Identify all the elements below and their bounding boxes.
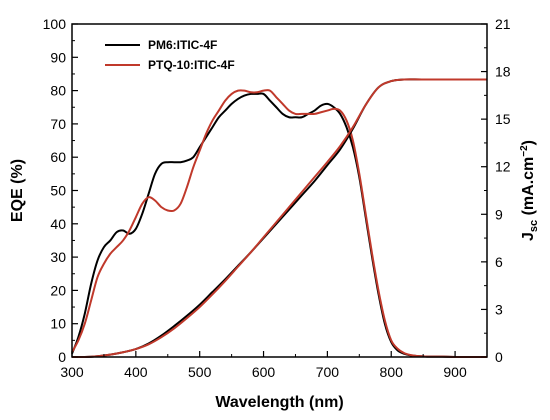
y-right-tick-label: 6: [495, 254, 503, 270]
series-line-3: [71, 78, 487, 359]
ticks-layer: 300 400 500 600 700 800 9000102030405060708090…: [43, 16, 511, 380]
series-line-0: [71, 92, 488, 359]
y-left-tick-label: 70: [50, 116, 66, 132]
y-right-tick-label: 15: [495, 111, 511, 127]
y-left-tick-label: 0: [58, 349, 66, 365]
x-axis-label: Wavelength (nm): [215, 394, 343, 411]
x-tick-label: 600: [252, 364, 276, 380]
y-left-tick-label: 80: [50, 83, 66, 99]
y-left-tick-label: 60: [50, 149, 66, 165]
y-right-tick-label: 3: [495, 301, 503, 317]
y-right-tick-label: 12: [495, 159, 511, 175]
y-right-tick-label: 0: [495, 349, 503, 365]
y-right-label-end: ): [520, 140, 537, 145]
legend: PM6:ITIC-4F PTQ-10:ITIC-4F: [105, 38, 235, 72]
y-left-tick-label: 40: [50, 216, 66, 232]
y-left-tick-label: 10: [50, 316, 66, 332]
y-left-tick-label: 20: [50, 282, 66, 298]
x-tick-label: 500: [188, 364, 212, 380]
y-right-tick-label: 21: [495, 16, 511, 32]
y-right-tick-label: 9: [495, 206, 503, 222]
y-right-label-sup: −2: [519, 145, 530, 157]
y-axis-label-left: EQE (%): [9, 159, 26, 222]
y-left-tick-label: 30: [50, 249, 66, 265]
series-layer: [71, 78, 488, 359]
plot-frame: [71, 23, 488, 358]
x-tick-label: 700: [316, 364, 340, 380]
x-tick-label: 400: [124, 364, 148, 380]
y-right-label-main: J: [520, 232, 537, 241]
x-tick-label: 900: [443, 364, 467, 380]
y-right-label-rest: (mA.cm: [520, 157, 537, 220]
legend-label-pm6: PM6:ITIC-4F: [148, 38, 217, 52]
legend-label-ptq10: PTQ-10:ITIC-4F: [148, 58, 235, 72]
y-left-tick-label: 90: [50, 49, 66, 65]
y-axis-label-right: Jsc (mA.cm−2): [519, 140, 540, 241]
series-line-1: [71, 89, 488, 359]
x-tick-label: 800: [380, 364, 404, 380]
y-right-tick-label: 18: [495, 64, 511, 80]
y-left-tick-label: 100: [43, 16, 67, 32]
y-right-label-sub: sc: [528, 220, 540, 232]
x-tick-label: 300: [60, 364, 84, 380]
y-left-tick-label: 50: [50, 183, 66, 199]
